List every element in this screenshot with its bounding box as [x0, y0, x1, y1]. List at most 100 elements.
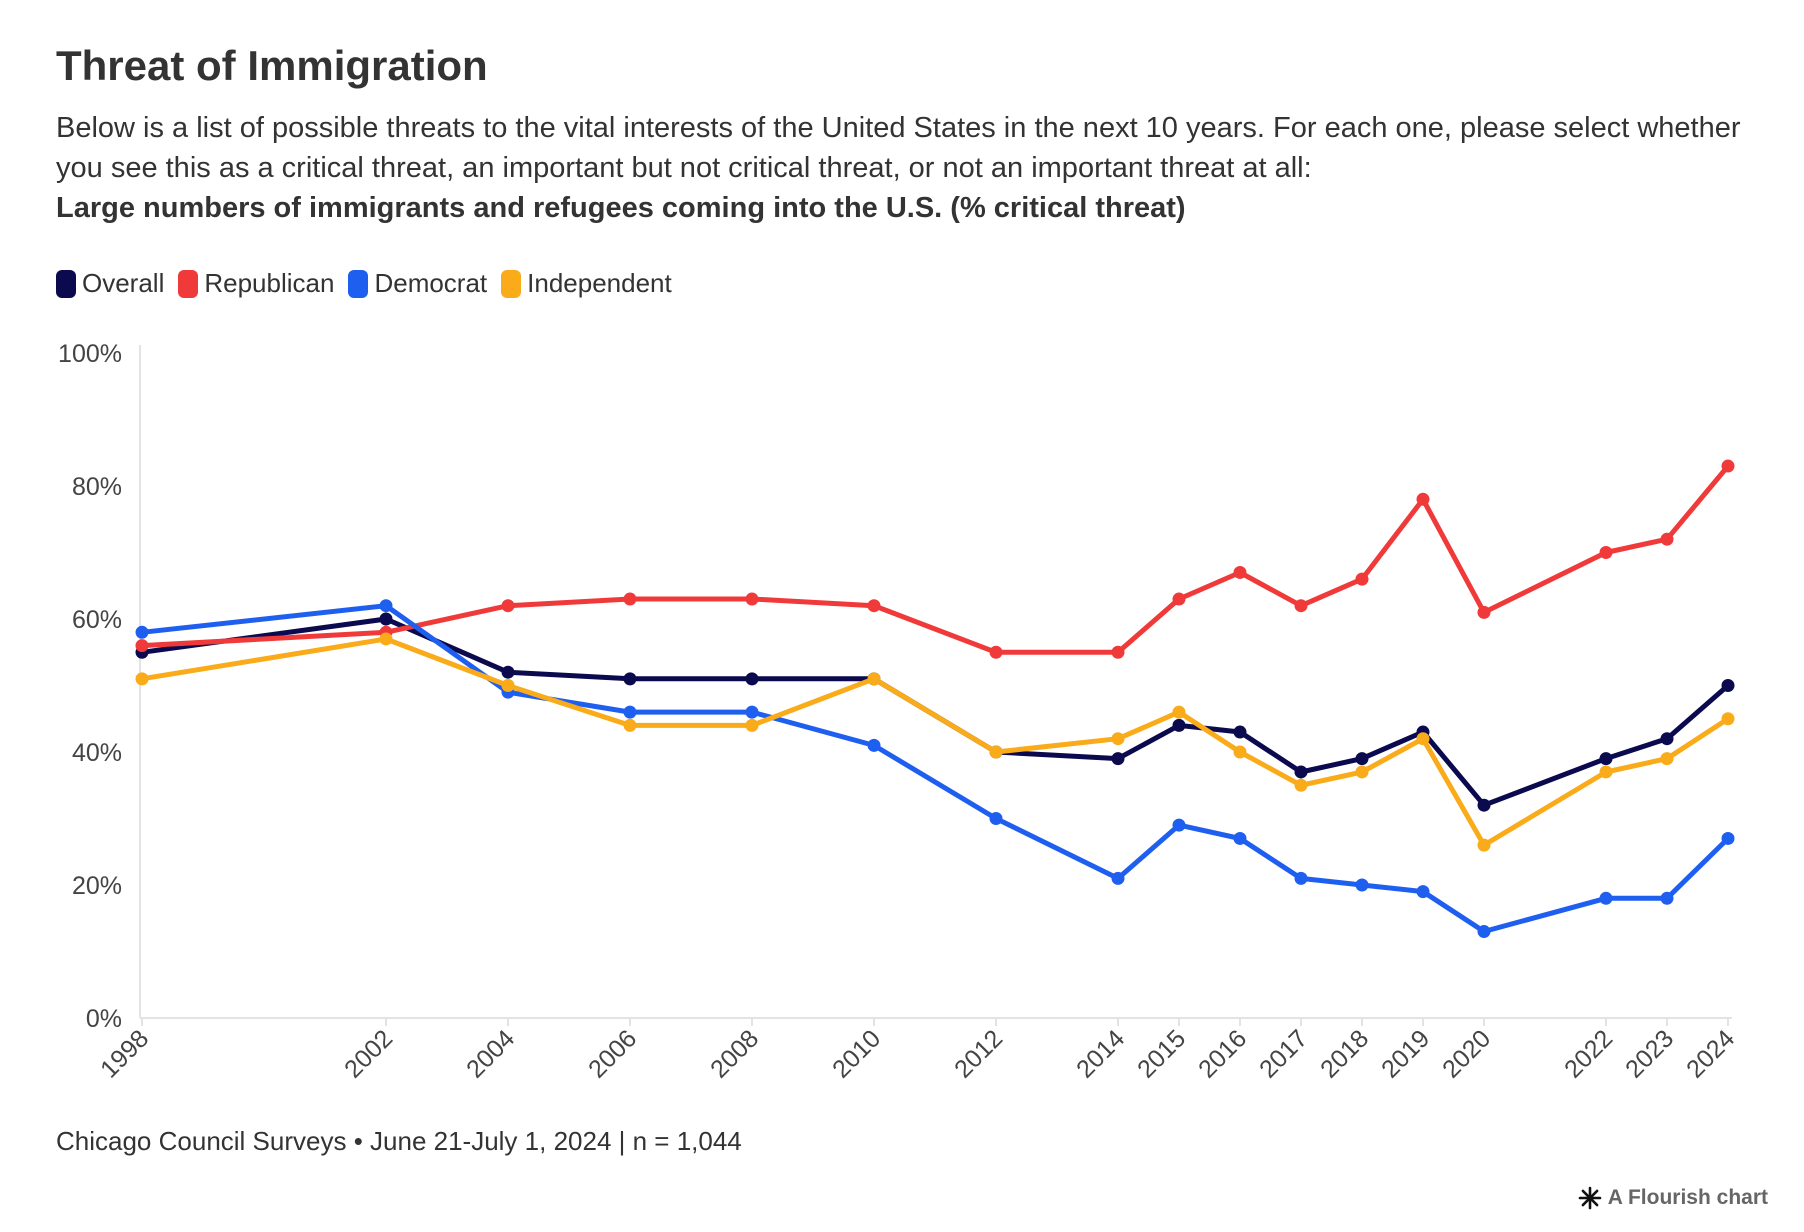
x-tick-label: 2012 [949, 1024, 1008, 1083]
chart-subtitle: Below is a list of possible threats to t… [56, 112, 1741, 185]
series-line-democrat [139, 603, 1731, 934]
chart-title: Threat of Immigration [56, 42, 488, 89]
data-point-republican [623, 592, 637, 606]
legend-label-overall: Overall [82, 268, 165, 298]
chart-source-footer: Chicago Council Surveys • June 21-July 1… [56, 1126, 742, 1156]
series-line-independent [139, 636, 1731, 848]
data-point-republican [1416, 492, 1430, 506]
data-point-democrat [989, 812, 1003, 825]
data-point-independent [867, 672, 881, 686]
flourish-star-icon [1578, 1186, 1602, 1210]
data-point-overall [623, 672, 637, 686]
data-point-democrat [745, 705, 759, 719]
chart-subtitle-question: Large numbers of immigrants and refugees… [56, 192, 1186, 225]
data-point-overall [1172, 718, 1186, 732]
data-point-democrat [1233, 831, 1247, 845]
x-tick-label: 2024 [1681, 1024, 1740, 1083]
x-tick-label: 2020 [1437, 1024, 1496, 1083]
data-point-independent [1660, 752, 1674, 766]
legend-label-republican: Republican [204, 268, 335, 298]
y-tick-label: 60% [72, 606, 122, 634]
chart-header: Threat of Immigration Below is a list of… [56, 42, 1776, 228]
x-tick-label: 2017 [1254, 1024, 1313, 1083]
data-point-independent [1477, 838, 1491, 852]
legend-label-independent: Independent [527, 268, 672, 298]
x-tick-label: 2018 [1315, 1024, 1374, 1083]
data-point-republican [867, 599, 881, 613]
data-point-republican [1294, 599, 1308, 613]
data-point-overall [1660, 732, 1674, 746]
data-point-republican [1111, 645, 1125, 659]
legend-label-democrat: Democrat [374, 268, 488, 298]
data-point-republican [989, 645, 1003, 659]
series-line-republican [139, 463, 1731, 655]
data-point-independent [135, 672, 149, 686]
data-point-democrat [1599, 891, 1613, 905]
data-point-democrat [135, 625, 149, 639]
data-point-overall [501, 665, 515, 679]
x-tick-label: 2022 [1559, 1024, 1618, 1083]
flourish-credit-link[interactable]: A Flourish chart [1578, 1186, 1768, 1210]
data-point-independent [989, 745, 1003, 759]
data-point-democrat [1294, 871, 1308, 885]
data-point-republican [1355, 572, 1369, 586]
x-tick-label: 2004 [461, 1024, 520, 1083]
legend-item-independent[interactable]: Independent [501, 268, 672, 299]
data-point-democrat [1660, 891, 1674, 905]
data-point-independent [1111, 732, 1125, 746]
data-point-republican [1233, 565, 1247, 579]
data-point-republican [1477, 605, 1491, 619]
data-point-independent [379, 632, 393, 646]
data-point-overall [1111, 752, 1125, 766]
legend-item-republican[interactable]: Republican [178, 268, 334, 299]
data-point-overall [379, 612, 393, 626]
data-point-independent [623, 718, 637, 732]
x-tick-label: 2010 [827, 1024, 886, 1083]
data-point-overall [1477, 798, 1491, 812]
x-tick-label: 2006 [583, 1024, 642, 1083]
data-point-overall [1355, 752, 1369, 766]
x-tick-label: 2023 [1620, 1024, 1679, 1083]
data-point-democrat [1172, 818, 1186, 832]
data-point-independent [1599, 765, 1613, 779]
data-point-democrat [379, 599, 393, 613]
flourish-credit-label: A Flourish chart [1607, 1186, 1768, 1209]
data-point-overall [1233, 725, 1247, 739]
legend-item-overall[interactable]: Overall [56, 268, 164, 299]
data-point-independent [501, 679, 515, 692]
data-point-independent [1233, 745, 1247, 759]
x-tick-label: 2008 [705, 1024, 764, 1083]
y-tick-label: 0% [86, 1005, 122, 1033]
legend-swatch-republican [178, 269, 199, 298]
x-tick-label: 1998 [95, 1024, 154, 1083]
data-point-republican [1172, 592, 1186, 606]
data-point-independent [1294, 778, 1308, 792]
legend-swatch-overall [56, 269, 76, 298]
data-point-republican [1721, 459, 1735, 473]
data-point-republican [501, 599, 515, 613]
data-point-democrat [867, 738, 881, 752]
data-point-republican [1660, 532, 1674, 546]
data-point-democrat [1477, 925, 1491, 939]
series-line-overall [139, 616, 1731, 808]
data-point-independent [1721, 712, 1735, 726]
y-tick-label: 40% [72, 739, 122, 767]
data-point-republican [135, 639, 149, 653]
data-point-democrat [1355, 878, 1369, 892]
y-tick-label: 20% [72, 872, 122, 900]
data-point-democrat [1111, 871, 1125, 885]
data-point-independent [745, 718, 759, 732]
y-tick-label: 80% [72, 473, 122, 501]
data-point-overall [1294, 765, 1308, 779]
x-tick-label: 2019 [1376, 1024, 1435, 1083]
legend-swatch-democrat [348, 269, 369, 298]
data-point-independent [1355, 765, 1369, 779]
legend-item-democrat[interactable]: Democrat [348, 268, 487, 299]
x-tick-label: 2014 [1071, 1024, 1130, 1083]
x-tick-label: 2015 [1132, 1024, 1191, 1083]
data-point-independent [1172, 705, 1186, 719]
data-point-overall [1599, 752, 1613, 766]
legend-swatch-independent [501, 269, 522, 298]
data-point-republican [1599, 546, 1613, 559]
